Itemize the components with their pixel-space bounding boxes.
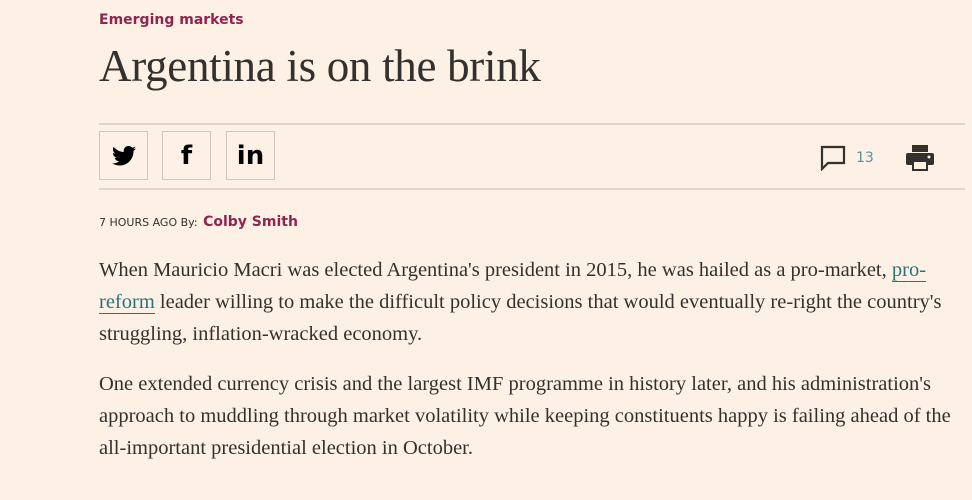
facebook-share-button[interactable]: f — [162, 131, 211, 180]
comment-icon — [820, 145, 846, 171]
print-icon — [906, 145, 934, 171]
paragraph-text: When Mauricio Macri was elected Argentin… — [99, 259, 892, 281]
linkedin-icon: in — [236, 140, 265, 171]
comment-count: 13 — [856, 150, 874, 166]
timestamp: 7 HOURS AGO — [99, 216, 178, 229]
divider — [99, 188, 965, 190]
comments-button[interactable]: 13 — [820, 145, 874, 171]
print-button[interactable] — [906, 145, 934, 176]
divider — [99, 123, 965, 125]
article-paragraph: When Mauricio Macri was elected Argentin… — [99, 254, 969, 350]
article-paragraph: One extended currency crisis and the lar… — [99, 373, 951, 459]
linkedin-share-button[interactable]: in — [226, 131, 275, 180]
byline: 7 HOURS AGO By: Colby Smith — [99, 214, 298, 230]
facebook-icon: f — [180, 140, 193, 171]
by-label: By: — [180, 216, 198, 229]
pro-reform-link[interactable]: pro-reform — [99, 259, 927, 314]
twitter-icon — [111, 145, 136, 165]
paragraph-text: leader willing to make the difficult pol… — [99, 291, 942, 345]
article-title: Argentina is on the brink — [99, 41, 541, 91]
author-link[interactable]: Colby Smith — [203, 214, 298, 230]
category-link[interactable]: Emerging markets — [99, 12, 244, 28]
twitter-share-button[interactable] — [99, 131, 148, 180]
